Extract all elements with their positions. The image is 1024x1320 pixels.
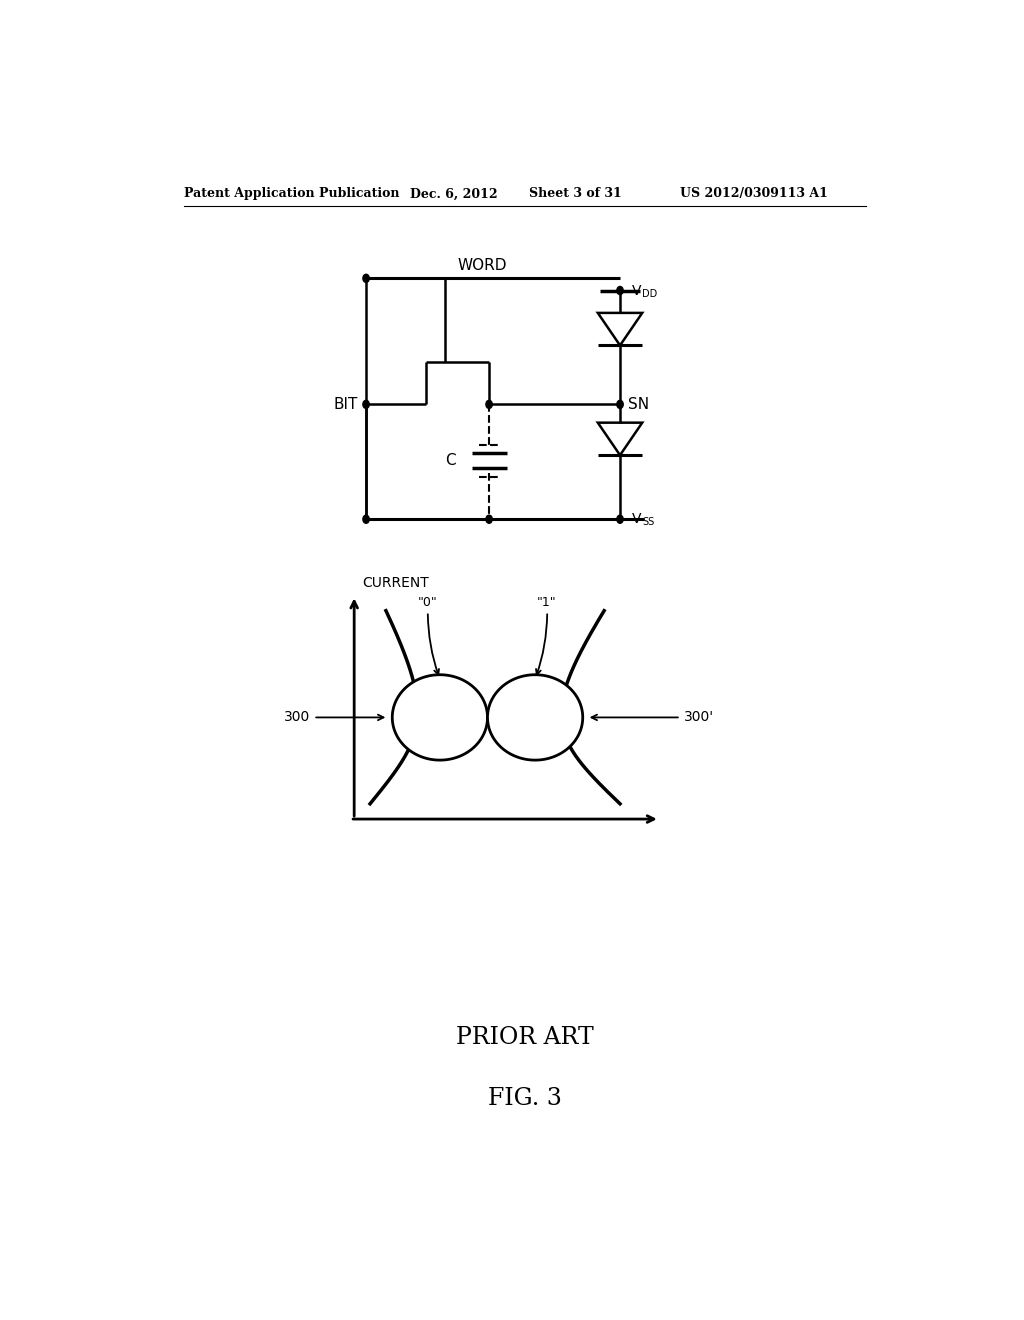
Polygon shape (487, 675, 583, 760)
Circle shape (486, 515, 493, 523)
Text: "1": "1" (536, 595, 557, 675)
Text: CURRENT: CURRENT (362, 577, 429, 590)
Text: FIG. 3: FIG. 3 (487, 1088, 562, 1110)
Circle shape (362, 275, 370, 282)
Text: 300: 300 (285, 710, 384, 725)
Text: Sheet 3 of 31: Sheet 3 of 31 (528, 187, 622, 201)
Text: WORD: WORD (458, 259, 507, 273)
Text: V: V (632, 512, 641, 527)
Circle shape (486, 400, 493, 408)
Circle shape (362, 515, 370, 523)
Text: US 2012/0309113 A1: US 2012/0309113 A1 (680, 187, 827, 201)
Text: BIT: BIT (334, 397, 358, 412)
Text: 300': 300' (592, 710, 714, 725)
Circle shape (616, 515, 624, 523)
Text: DD: DD (642, 289, 657, 298)
Circle shape (616, 286, 624, 294)
Text: SS: SS (642, 517, 654, 527)
Text: C: C (445, 453, 456, 469)
Circle shape (616, 400, 624, 408)
Text: Patent Application Publication: Patent Application Publication (183, 187, 399, 201)
Polygon shape (392, 675, 487, 760)
Text: PRIOR ART: PRIOR ART (456, 1026, 594, 1049)
Text: SN: SN (628, 397, 649, 412)
Text: "0": "0" (418, 595, 439, 675)
Text: V: V (632, 284, 641, 297)
Circle shape (362, 400, 370, 408)
Text: Dec. 6, 2012: Dec. 6, 2012 (410, 187, 498, 201)
